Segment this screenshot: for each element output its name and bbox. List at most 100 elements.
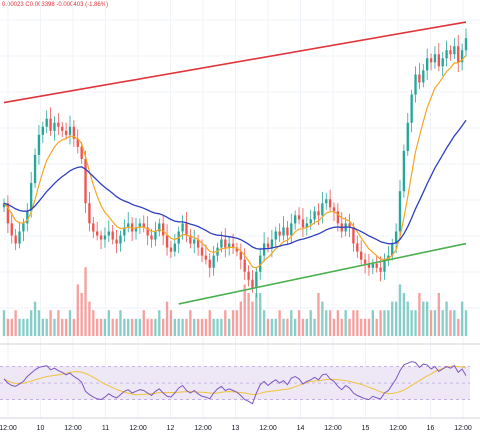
candle-body <box>270 239 274 248</box>
candle-body <box>313 211 316 220</box>
volume-bar <box>41 318 44 336</box>
volume-bar <box>142 310 145 336</box>
candle-body <box>146 227 149 236</box>
volume-bar <box>445 301 448 336</box>
x-tick-label: 12:00 <box>194 425 212 432</box>
volume-bar <box>84 267 87 336</box>
volume-bar <box>433 310 437 336</box>
volume-bar <box>437 293 440 336</box>
volume-bar <box>441 310 444 336</box>
candle-body <box>150 235 153 240</box>
candle-body <box>391 243 394 256</box>
x-tick-label: 16 <box>427 425 435 432</box>
volume-bar <box>224 310 227 336</box>
volume-bars <box>2 267 468 336</box>
candle-body <box>99 235 103 240</box>
volume-bar <box>367 318 371 336</box>
candle-body <box>189 235 192 244</box>
candle-body <box>410 94 413 123</box>
volume-bar <box>130 318 134 336</box>
volume-bar <box>360 318 363 336</box>
candles[interactable] <box>2 28 468 298</box>
volume-bar <box>356 310 359 336</box>
candle-body <box>72 126 76 139</box>
volume-bar <box>344 310 347 336</box>
volume-bar <box>301 318 305 336</box>
volume-bar <box>391 301 394 336</box>
volume-bar <box>422 301 425 336</box>
candle-body <box>162 223 165 236</box>
candle-body <box>181 223 184 232</box>
volume-bar <box>336 310 340 336</box>
candle-body <box>228 243 231 248</box>
candle-body <box>348 223 351 228</box>
volume-bar <box>14 310 17 336</box>
volume-bar <box>255 293 258 336</box>
volume-bar <box>88 301 91 336</box>
x-tick-label: 12:00 <box>454 425 472 432</box>
candle-body <box>68 126 72 135</box>
x-tick-label: 12:00 <box>64 425 82 432</box>
candle-body <box>406 122 409 151</box>
volume-bar <box>193 318 196 336</box>
volume-bar <box>348 318 351 336</box>
volume-bar <box>107 310 110 336</box>
volume-bar <box>290 310 293 336</box>
volume-bar <box>22 318 25 336</box>
candle-body <box>220 239 223 248</box>
candle-body <box>286 227 289 236</box>
candle-body <box>119 235 122 244</box>
volume-bar <box>162 318 165 336</box>
volume-bar <box>286 318 289 336</box>
candle-body <box>363 259 367 264</box>
candle-body <box>309 219 312 224</box>
candle-body <box>414 74 417 95</box>
candle-body <box>169 247 173 252</box>
candle-body <box>352 227 355 244</box>
volume-bar <box>30 310 33 336</box>
volume-bar <box>2 310 6 336</box>
volume-bar <box>239 301 242 336</box>
trendlines[interactable] <box>3 21 467 305</box>
candle-body <box>37 134 41 155</box>
volume-bar <box>317 293 320 336</box>
candle-body <box>294 215 297 224</box>
candle-body <box>134 227 138 232</box>
candle-body <box>208 259 211 268</box>
volume-bar <box>10 318 13 336</box>
candle-body <box>196 239 200 248</box>
ohlc-values: 0.00023 C0.003398 -0.000403 (-1.86%) <box>2 2 109 8</box>
x-tick-label: 15 <box>362 425 370 432</box>
candle-body <box>45 118 48 127</box>
candle-body <box>437 54 440 67</box>
candle-body <box>464 38 468 51</box>
candle-body <box>200 247 204 256</box>
volume-bar <box>115 318 118 336</box>
volume-bar <box>80 293 83 336</box>
candle-body <box>255 271 258 288</box>
x-tick-label: 11 <box>102 425 109 432</box>
candle-body <box>259 255 262 272</box>
volume-bar <box>189 310 192 336</box>
candle-body <box>247 271 250 280</box>
candle-body <box>115 239 118 244</box>
candle-body <box>212 255 215 268</box>
candle-body <box>251 279 254 288</box>
candle-body <box>33 154 37 184</box>
candle-body <box>290 223 293 236</box>
volume-bar <box>150 318 153 336</box>
candle-body <box>356 243 359 252</box>
candle-body <box>371 263 374 268</box>
candle-body <box>282 227 285 236</box>
volume-bar <box>68 310 72 336</box>
volume-bar <box>387 310 390 336</box>
volume-bar <box>418 293 421 336</box>
volume-bar <box>154 318 157 336</box>
volume-bar <box>394 301 398 336</box>
volume-bar <box>228 318 231 336</box>
x-tick-label: 12:00 <box>324 425 342 432</box>
candle-body <box>41 126 44 135</box>
candle-body <box>367 263 371 268</box>
